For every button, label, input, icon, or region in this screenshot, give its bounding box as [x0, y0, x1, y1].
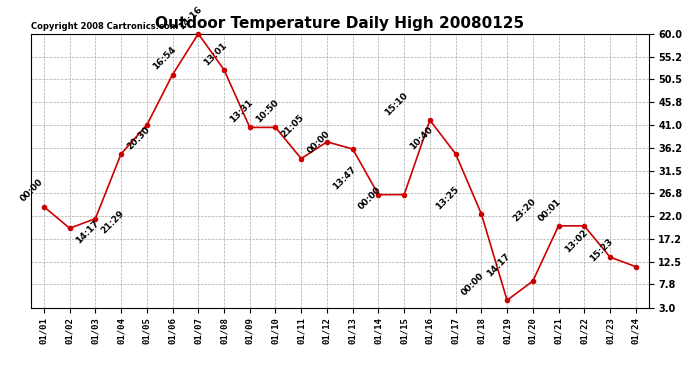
Text: 21:05: 21:05	[279, 112, 306, 139]
Text: 13:25: 13:25	[434, 184, 461, 211]
Text: 00:00: 00:00	[460, 271, 486, 297]
Text: 00:00: 00:00	[357, 185, 383, 211]
Text: 13:02: 13:02	[563, 228, 589, 254]
Text: 00:00: 00:00	[306, 130, 332, 156]
Text: 10:40: 10:40	[408, 124, 435, 151]
Text: 13:47: 13:47	[331, 165, 358, 192]
Text: 14:17: 14:17	[74, 218, 101, 245]
Text: 14:17: 14:17	[486, 252, 512, 278]
Text: 20:30: 20:30	[126, 124, 152, 151]
Text: 23:20: 23:20	[511, 196, 538, 223]
Text: 16:54: 16:54	[151, 45, 178, 72]
Text: 00:00: 00:00	[19, 178, 45, 204]
Text: 13:31: 13:31	[228, 98, 255, 124]
Text: 15:10: 15:10	[382, 91, 409, 117]
Text: 10:50: 10:50	[254, 98, 280, 124]
Text: 21:29: 21:29	[99, 209, 126, 236]
Text: 00:01: 00:01	[537, 197, 563, 223]
Text: 13:01: 13:01	[202, 40, 229, 67]
Title: Outdoor Temperature Daily High 20080125: Outdoor Temperature Daily High 20080125	[155, 16, 524, 31]
Text: Copyright 2008 Cartronics.com: Copyright 2008 Cartronics.com	[31, 22, 178, 31]
Text: 15:23: 15:23	[589, 237, 615, 264]
Text: 14:16: 14:16	[177, 4, 204, 31]
